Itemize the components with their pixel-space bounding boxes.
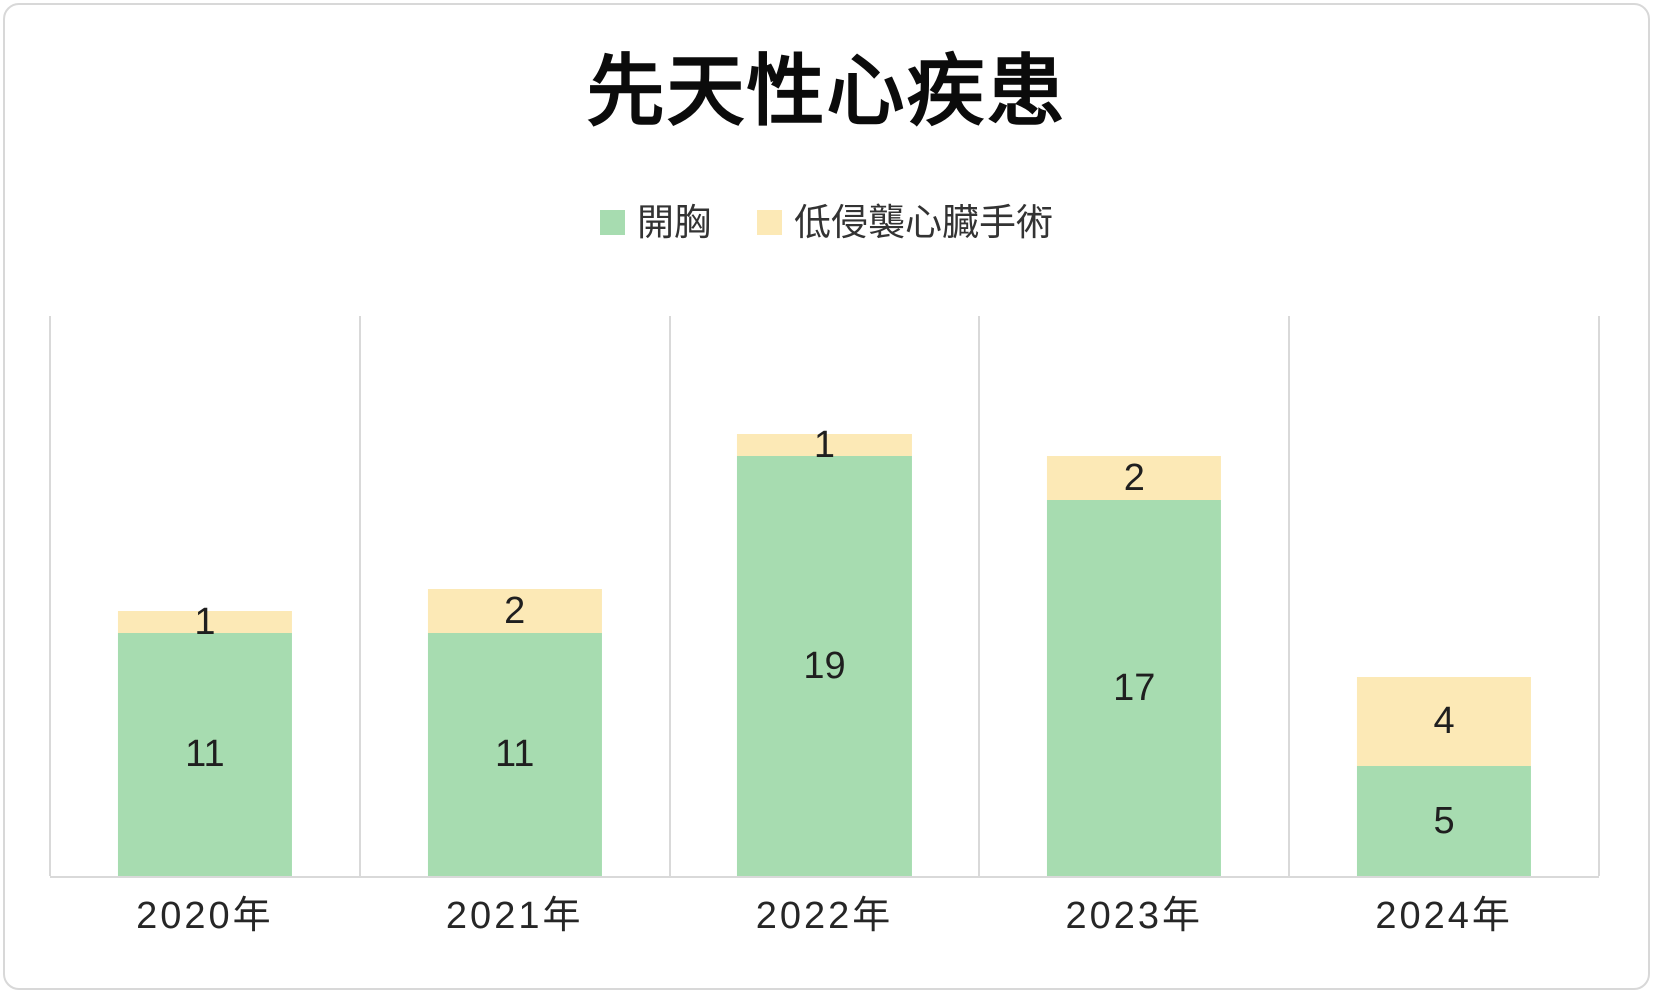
bar-segment-label: 19 (803, 645, 846, 688)
bar-segment-label: 4 (1433, 700, 1455, 743)
stacked-bar: 1 19 (737, 426, 912, 876)
category-slot: 2 11 (360, 316, 670, 876)
x-axis-labels: 2020年 2021年 2022年 2023年 2024年 (50, 894, 1599, 940)
chart-title: 先天性心疾患 (586, 47, 1067, 135)
bar-segment-label: 2 (504, 589, 526, 632)
category-slot: 1 11 (50, 316, 360, 876)
bar-segment-label: 11 (494, 733, 535, 776)
legend: 開胸 低侵襲心臓手術 (0, 204, 1653, 241)
gridline (358, 316, 361, 876)
category-slot: 1 19 (670, 316, 980, 876)
category-slot: 2 17 (979, 316, 1289, 876)
bar-segment-label: 17 (1113, 667, 1156, 710)
plot-area: 1 11 2 11 1 19 2 17 4 5 (49, 316, 1600, 878)
bar-segment: 19 (737, 456, 912, 876)
bar-segment: 2 (1047, 456, 1222, 501)
bar-segment-label: 5 (1433, 799, 1455, 842)
legend-label-teishinshuu: 低侵襲心臓手術 (794, 202, 1053, 243)
bar-segment: 17 (1047, 500, 1222, 876)
bar-segment: 1 (737, 426, 912, 464)
legend-item-teishinshuu: 低侵襲心臓手術 (757, 204, 1053, 241)
x-axis-line (50, 876, 1599, 878)
stacked-bar: 1 11 (117, 603, 292, 876)
bar-segment: 1 (117, 603, 292, 641)
stacked-bar: 2 11 (427, 588, 602, 876)
bar-segment-label: 2 (1123, 457, 1145, 500)
gridline (49, 316, 51, 876)
gridline (978, 316, 981, 876)
bar-segment: 4 (1357, 677, 1532, 766)
gridline (668, 316, 671, 876)
x-axis-label: 2023年 (1065, 895, 1204, 937)
x-axis-label: 2020年 (136, 895, 274, 937)
stacked-bar: 2 17 (1047, 456, 1222, 876)
gridline (1288, 316, 1291, 876)
legend-label-kaikyou: 開胸 (637, 202, 711, 243)
legend-swatch-kaikyou-icon (600, 210, 625, 235)
legend-item-kaikyou: 開胸 (600, 204, 711, 241)
bar-segment: 11 (117, 632, 292, 876)
x-axis-label: 2022年 (755, 895, 894, 937)
bar-segment: 2 (427, 588, 602, 633)
bar-segment-label: 1 (194, 600, 216, 643)
bar-segment: 5 (1357, 765, 1532, 876)
bar-segment-label: 1 (813, 424, 836, 467)
legend-swatch-teishinshuu-icon (757, 210, 782, 235)
gridline (1598, 316, 1600, 876)
bars-container: 1 11 2 11 1 19 2 17 4 5 (50, 316, 1599, 876)
x-axis-label: 2024年 (1375, 895, 1513, 937)
bar-segment: 11 (427, 632, 602, 876)
x-axis-label: 2021年 (445, 895, 584, 937)
bar-segment-label: 11 (185, 733, 225, 776)
